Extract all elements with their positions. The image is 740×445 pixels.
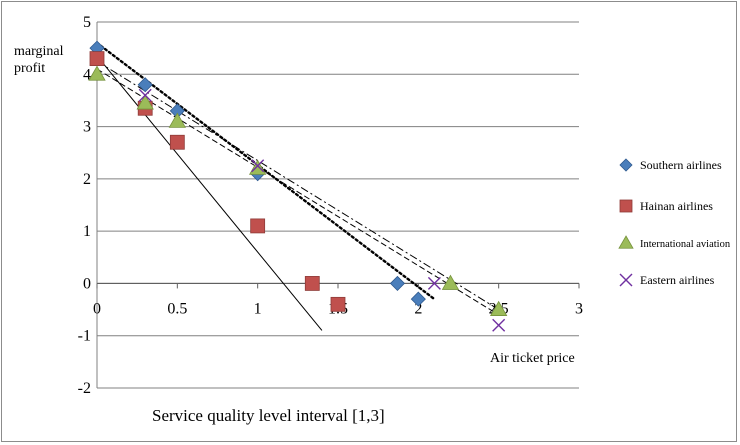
- y-tick-label: 4: [83, 66, 91, 83]
- diamond-marker: [389, 275, 406, 291]
- legend-label-southern-airlines: Southern airlines: [640, 158, 722, 172]
- legend-label-eastern-airlines: Eastern airlines: [640, 273, 715, 287]
- legend-label-international-aviation: International aviation: [640, 239, 731, 250]
- data-points: [88, 40, 508, 332]
- x-marker-stroke: [427, 276, 441, 290]
- legend-label-hainan-airlines: Hainan airlines: [640, 199, 713, 213]
- trend-line-hainan-airlines: [96, 55, 323, 331]
- point-international-aviation-3: [248, 159, 267, 175]
- triangle-marker: [618, 235, 634, 249]
- triangle-marker: [136, 94, 154, 110]
- square-marker: [250, 218, 266, 234]
- triangle-marker: [88, 65, 106, 81]
- legend-marker-eastern-airlines: [619, 273, 633, 287]
- square-marker: [89, 51, 105, 66]
- legend-marker-international-aviation: [618, 235, 634, 249]
- x-marker-stroke: [492, 318, 506, 332]
- point-southern-airlines-5: [410, 291, 426, 307]
- point-international-aviation-2: [168, 112, 187, 128]
- triangle-marker: [168, 112, 187, 128]
- trend-line-eastern-airlines: [96, 60, 499, 310]
- point-international-aviation-0: [88, 65, 106, 81]
- point-international-aviation-1: [136, 94, 154, 110]
- y-tick-label: 3: [83, 119, 91, 136]
- square-marker: [330, 296, 346, 312]
- legend-marker-hainan-airlines: [619, 199, 633, 213]
- annotation-air-ticket-price: Air ticket price: [490, 351, 575, 366]
- point-hainan-airlines-3: [250, 218, 266, 234]
- trend-line-international-aviation: [96, 68, 499, 316]
- triangle-marker: [441, 274, 460, 290]
- square-marker: [619, 199, 633, 213]
- x-tick-label: 2: [414, 300, 422, 317]
- y-axis-label-line2: profit: [14, 61, 45, 76]
- y-tick-label: 1: [83, 223, 91, 240]
- point-international-aviation-4: [441, 274, 460, 290]
- y-axis-label-line1: marginal: [14, 44, 64, 59]
- point-hainan-airlines-5: [330, 296, 346, 312]
- axes: [96, 22, 580, 388]
- diamond-marker: [410, 291, 426, 307]
- point-southern-airlines-4: [389, 275, 406, 291]
- triangle-marker: [489, 300, 508, 316]
- x-tick-label: 0: [93, 300, 101, 317]
- point-eastern-airlines-2: [427, 276, 441, 290]
- triangle-marker: [248, 159, 267, 175]
- y-tick-label: -1: [78, 328, 91, 345]
- legend: Southern airlines Hainan airlines Internat…: [618, 158, 731, 287]
- y-tick-label: 2: [83, 171, 91, 188]
- x-marker-stroke: [138, 88, 152, 102]
- point-eastern-airlines-3: [492, 318, 506, 332]
- x-tick-label: 1: [254, 300, 262, 317]
- gridlines: [97, 21, 579, 389]
- x-tick-label: 3: [575, 300, 583, 317]
- point-hainan-airlines-4: [304, 276, 320, 291]
- point-eastern-airlines-1: [251, 159, 265, 173]
- y-tick-label: -2: [78, 380, 91, 397]
- y-tick-label: 0: [83, 275, 91, 292]
- diamond-marker: [137, 77, 153, 93]
- point-international-aviation-5: [489, 300, 508, 316]
- x-marker-stroke: [251, 159, 265, 173]
- y-tick-label: 5: [83, 14, 91, 31]
- x-marker-stroke: [619, 273, 633, 287]
- diamond-marker: [619, 158, 633, 172]
- legend-marker-southern-airlines: [619, 158, 633, 172]
- square-marker: [304, 276, 320, 291]
- point-hainan-airlines-2: [169, 134, 185, 150]
- x-tick-label: 0.5: [167, 300, 187, 317]
- trend-line-southern-airlines: [95, 41, 436, 301]
- square-marker: [169, 134, 185, 150]
- point-eastern-airlines-0: [138, 88, 152, 102]
- point-hainan-airlines-0: [89, 51, 105, 66]
- y-tick-labels: 5 4 3 2 1 0 -1 -2: [78, 14, 91, 397]
- point-southern-airlines-1: [137, 77, 153, 93]
- x-axis-label: Service quality level interval [1,3]: [152, 406, 385, 425]
- trend-lines: [95, 41, 499, 331]
